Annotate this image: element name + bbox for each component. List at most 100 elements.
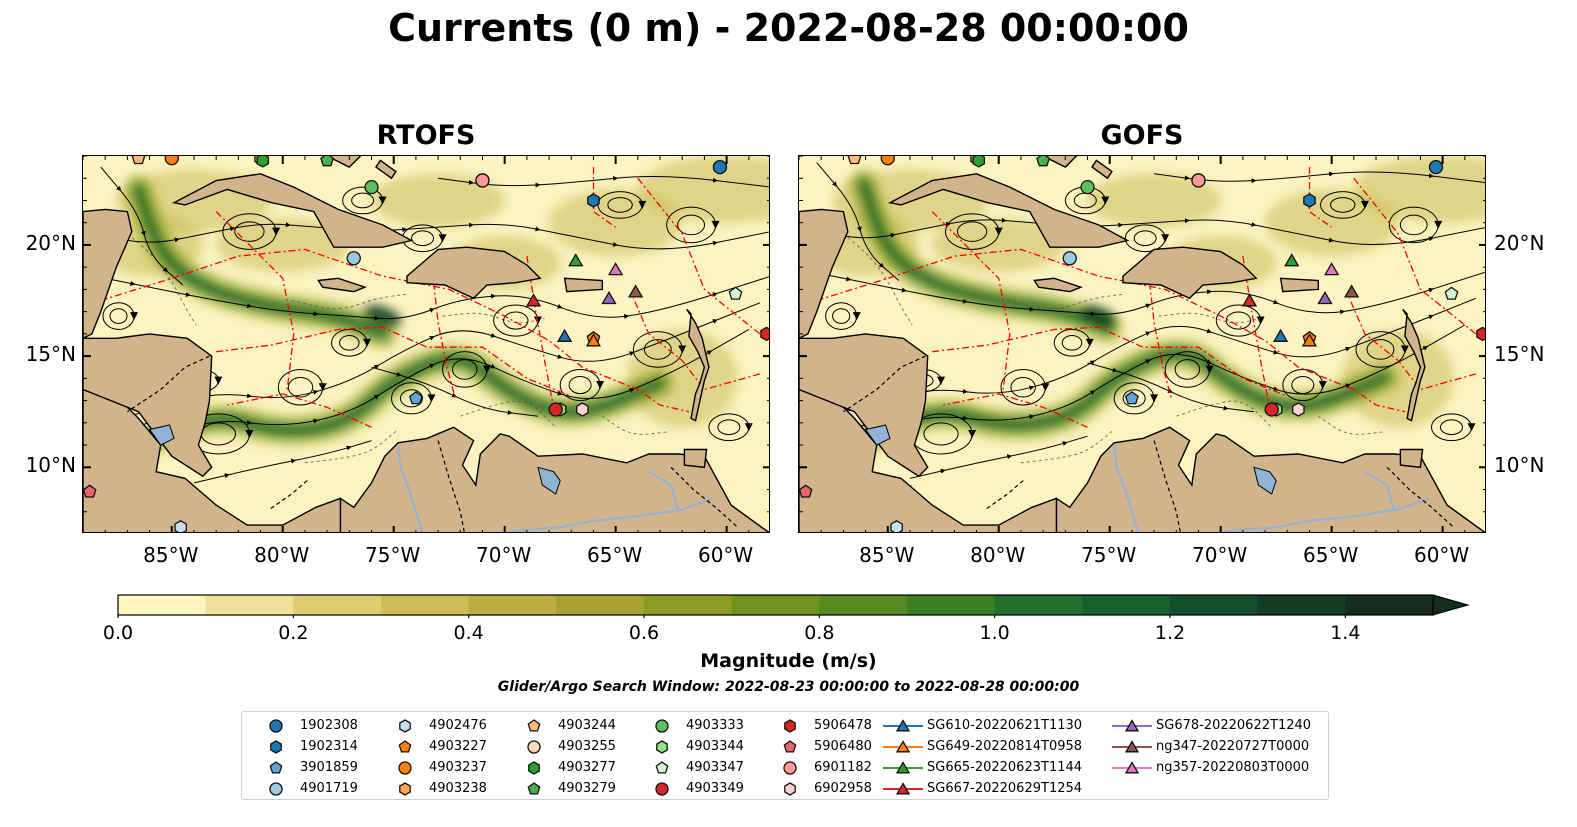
colorbar-swatch bbox=[1345, 595, 1434, 615]
platform-marker-SG667-20220629T1254 bbox=[1241, 293, 1258, 307]
colorbar-tick-label: 0.4 bbox=[453, 622, 484, 644]
legend-label: SG649-20220814T0958 bbox=[927, 739, 1083, 754]
y-tick-label-left: 10°N bbox=[25, 453, 76, 478]
colorbar-tick-label: 0.6 bbox=[628, 622, 660, 644]
land-hispaniola bbox=[1122, 246, 1258, 300]
x-tick-label: 80°W bbox=[254, 543, 310, 567]
land-bahamas2 bbox=[1091, 159, 1113, 180]
colorbar-swatch bbox=[994, 595, 1083, 615]
legend-marker bbox=[656, 740, 668, 754]
platform-marker-1902308 bbox=[712, 159, 728, 175]
colorbar-swatch bbox=[907, 595, 996, 615]
colorbar-swatch bbox=[468, 595, 557, 615]
legend-label: 6901182 bbox=[814, 760, 872, 775]
platform-marker-SG610-20220621T1130 bbox=[556, 328, 573, 342]
land bbox=[83, 156, 769, 532]
country-border bbox=[1386, 466, 1455, 528]
platform-marker-4903347 bbox=[1444, 286, 1459, 300]
search-window-text: Glider/Argo Search Window: 2022-08-23 00… bbox=[497, 679, 1080, 695]
country-border bbox=[127, 355, 210, 413]
land-bahamas2 bbox=[375, 159, 397, 180]
platform-marker-ng347-20220727T0000 bbox=[627, 284, 644, 298]
tick-marks bbox=[83, 156, 769, 532]
x-tick-label: 85°W bbox=[859, 543, 915, 567]
colorbar-swatch bbox=[556, 595, 645, 615]
legend-label: SG610-20220621T1130 bbox=[927, 718, 1083, 733]
legend-marker bbox=[269, 719, 283, 733]
x-tick-label: 70°W bbox=[476, 543, 532, 567]
legend-marker bbox=[1112, 761, 1152, 774]
land-jamaica bbox=[317, 277, 367, 293]
country-border bbox=[437, 440, 465, 532]
x-tick-label: 65°W bbox=[1303, 543, 1359, 567]
lake bbox=[148, 424, 175, 446]
y-tick-label-left: 15°N bbox=[25, 342, 76, 367]
colorbar-tick-label: 0.8 bbox=[804, 622, 835, 644]
river bbox=[1217, 497, 1430, 532]
legend-label: 4903255 bbox=[558, 739, 616, 754]
legend-marker bbox=[269, 782, 283, 796]
land bbox=[799, 156, 1485, 532]
platform-marker-1902314 bbox=[587, 193, 600, 208]
land-jamaica bbox=[1033, 277, 1083, 293]
platform-marker-5906478 bbox=[1476, 326, 1485, 342]
land-yucatan bbox=[799, 208, 849, 340]
legend-label: 4903344 bbox=[686, 739, 744, 754]
colorbar-tick-label: 0.2 bbox=[278, 622, 309, 644]
eez-boundaries bbox=[816, 167, 1477, 428]
platform-marker-3901859 bbox=[1124, 391, 1139, 405]
map-canvas bbox=[799, 156, 1485, 532]
figure-title: Currents (0 m) - 2022-08-28 00:00:00 bbox=[388, 6, 1189, 50]
river bbox=[501, 497, 714, 532]
platform-marker-1902314 bbox=[1303, 193, 1316, 208]
platform-marker-6902958 bbox=[1292, 402, 1305, 417]
river bbox=[1113, 444, 1140, 532]
land-centralAmerica bbox=[83, 388, 342, 532]
legend-marker bbox=[783, 761, 797, 775]
legend-marker bbox=[883, 761, 923, 774]
platform-marker-4902476 bbox=[174, 520, 187, 532]
map-gofs bbox=[798, 155, 1486, 533]
colorbar-extend-arrow bbox=[1432, 594, 1470, 616]
legend-marker bbox=[783, 740, 797, 753]
legend-label: 5906478 bbox=[814, 718, 872, 733]
platform-marker-4903349 bbox=[1264, 402, 1279, 417]
y-tick-label-right: 10°N bbox=[1494, 453, 1545, 478]
platform-marker-6901182 bbox=[1191, 173, 1206, 188]
legend-marker bbox=[527, 719, 541, 732]
legend-marker bbox=[655, 761, 669, 774]
legend-label: 4903277 bbox=[558, 760, 616, 775]
land-cuba bbox=[887, 173, 1130, 248]
colorbar-swatch bbox=[381, 595, 470, 615]
y-tick-label-right: 15°N bbox=[1494, 342, 1545, 367]
platform-marker-4903279 bbox=[320, 156, 335, 167]
colorbar-swatch bbox=[293, 595, 382, 615]
land-honduras bbox=[83, 333, 213, 478]
legend-marker bbox=[399, 782, 411, 796]
platform-marker-3901859 bbox=[408, 391, 423, 405]
river bbox=[1364, 470, 1395, 510]
platform-marker-4903347 bbox=[728, 286, 743, 300]
country-border bbox=[670, 466, 739, 528]
legend-marker bbox=[1112, 719, 1152, 732]
platform-marker-4903333 bbox=[364, 179, 379, 195]
legend-label: 4903347 bbox=[686, 760, 744, 775]
legend-label: 3901859 bbox=[300, 760, 358, 775]
legend-marker bbox=[399, 719, 411, 733]
land-bahamas1 bbox=[1042, 156, 1078, 168]
platform-marker-4903237 bbox=[880, 156, 895, 166]
colorbar-label: Magnitude (m/s) bbox=[700, 650, 877, 672]
platform-marker-ng347-20220727T0000 bbox=[1343, 284, 1360, 298]
platform-marker-5906478 bbox=[760, 326, 769, 342]
platform-marker-SG678-20220622T1240 bbox=[1317, 291, 1333, 305]
lake bbox=[864, 424, 891, 446]
x-tick-label: 70°W bbox=[1192, 543, 1248, 567]
legend-label: 4902476 bbox=[429, 718, 487, 733]
colorbar-swatch bbox=[118, 595, 207, 615]
x-tick-label: 65°W bbox=[587, 543, 643, 567]
legend-label: 6902958 bbox=[814, 781, 872, 796]
legend-marker bbox=[527, 740, 541, 754]
legend-marker bbox=[883, 782, 923, 795]
legend-marker bbox=[784, 782, 796, 796]
land-antilles bbox=[1402, 308, 1426, 422]
